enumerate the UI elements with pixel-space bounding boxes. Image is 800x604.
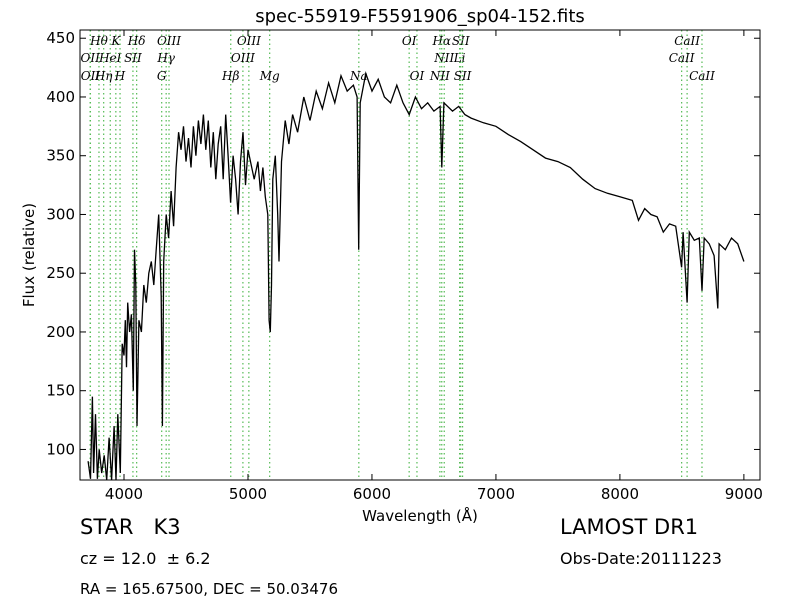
line-label: CaII (674, 34, 700, 48)
line-label: Hγ (156, 51, 175, 65)
line-label: HeI (98, 51, 122, 65)
plot-frame (79, 29, 761, 481)
line-label: CaII (689, 69, 715, 83)
x-axis-label: Wavelength (Å) (362, 506, 478, 525)
line-label: OII (81, 69, 101, 83)
y-tick-label: 200 (46, 323, 75, 341)
line-label: OIII (157, 34, 181, 48)
line-label: G (157, 69, 167, 83)
x-tick-label: 6000 (353, 485, 391, 503)
line-label: Hθ (89, 34, 108, 48)
line-label: OI (410, 69, 425, 83)
x-tick-label: 9000 (725, 485, 763, 503)
line-label: Mg (259, 69, 280, 83)
line-label: Hβ (221, 69, 239, 83)
line-label: OI (402, 34, 417, 48)
y-tick-label: 100 (46, 440, 75, 458)
line-label: K (110, 34, 121, 48)
coordinates: RA = 165.67500, DEC = 50.03476 (80, 580, 338, 598)
line-label: Hδ (127, 34, 146, 48)
line-label: SII (452, 34, 470, 48)
line-label: NII (429, 69, 450, 83)
y-tick-label: 300 (46, 205, 75, 223)
obs-date: Obs-Date:20111223 (560, 549, 722, 568)
line-label: H (114, 69, 126, 83)
chart-title: spec-55919-F5591906_sp04-152.fits (255, 6, 585, 27)
line-label: OIII (237, 34, 261, 48)
y-tick-label: 150 (46, 382, 75, 400)
y-tick-label: 400 (46, 88, 75, 106)
line-label: SII (454, 69, 472, 83)
line-label: Hη (94, 69, 113, 83)
y-tick-label: 350 (46, 147, 75, 165)
line-label: Na (349, 69, 368, 83)
redshift: cz = 12.0 ± 6.2 (80, 549, 211, 568)
x-tick-label: 8000 (601, 485, 639, 503)
x-tick-label: 7000 (477, 485, 515, 503)
line-label: OIII (231, 51, 255, 65)
line-label: CaII (669, 51, 695, 65)
line-label: NII (433, 51, 454, 65)
x-tick-label: 5000 (229, 485, 267, 503)
spectrum-line (87, 71, 745, 480)
y-tick-label: 450 (46, 29, 75, 47)
object-class: STAR K3 (80, 515, 181, 539)
line-label: Hα (431, 34, 451, 48)
x-tick-label: 4000 (105, 485, 143, 503)
survey: LAMOST DR1 (560, 515, 698, 539)
line-label: Li (453, 51, 466, 65)
y-axis-label: Flux (relative) (20, 203, 38, 307)
y-tick-label: 250 (46, 264, 75, 282)
line-label: SII (124, 51, 142, 65)
